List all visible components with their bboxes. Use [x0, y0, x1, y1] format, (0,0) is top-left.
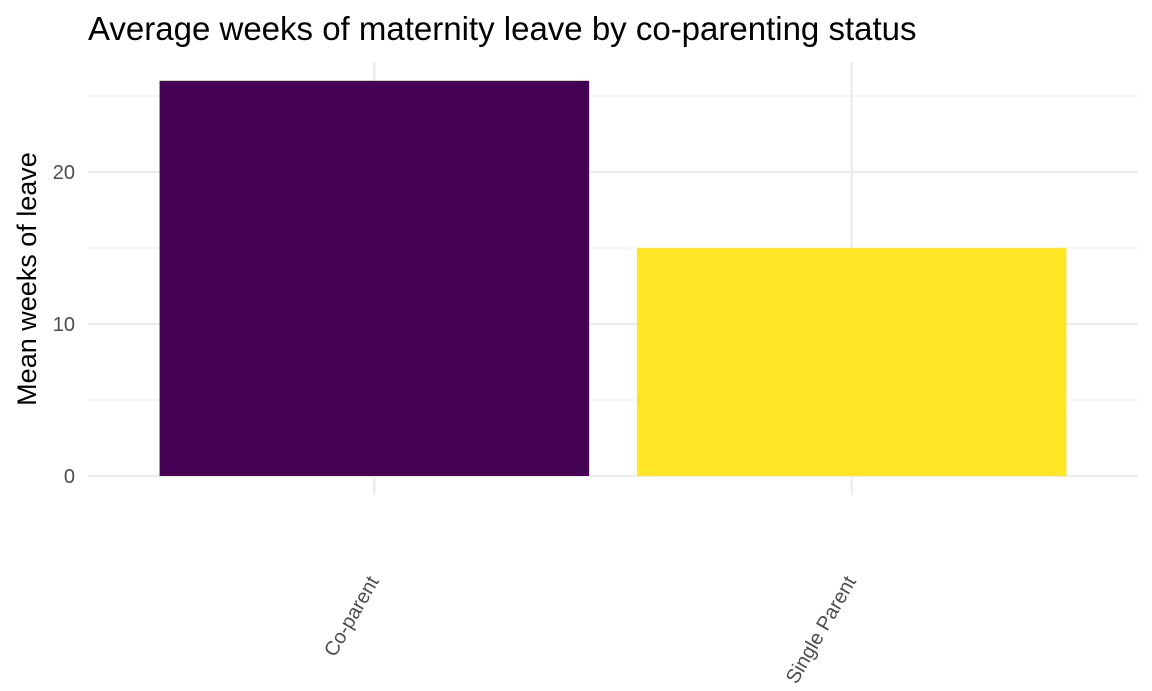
x-tick-label: Co-parent: [320, 572, 384, 660]
bar-single-parent: [636, 248, 1067, 476]
x-tick-label: Single Parent: [782, 572, 861, 687]
y-axis-ticks: 0 10 20: [53, 162, 75, 488]
y-tick-label: 0: [64, 466, 75, 488]
x-axis-ticks: Co-parent Single Parent: [320, 572, 861, 687]
y-tick-label: 10: [53, 314, 75, 336]
bars: [159, 80, 1067, 477]
bar-co-parent: [159, 80, 590, 477]
y-axis-label: Mean weeks of leave: [12, 152, 42, 406]
y-tick-label: 20: [53, 162, 75, 184]
chart-title: Average weeks of maternity leave by co-p…: [88, 10, 917, 47]
